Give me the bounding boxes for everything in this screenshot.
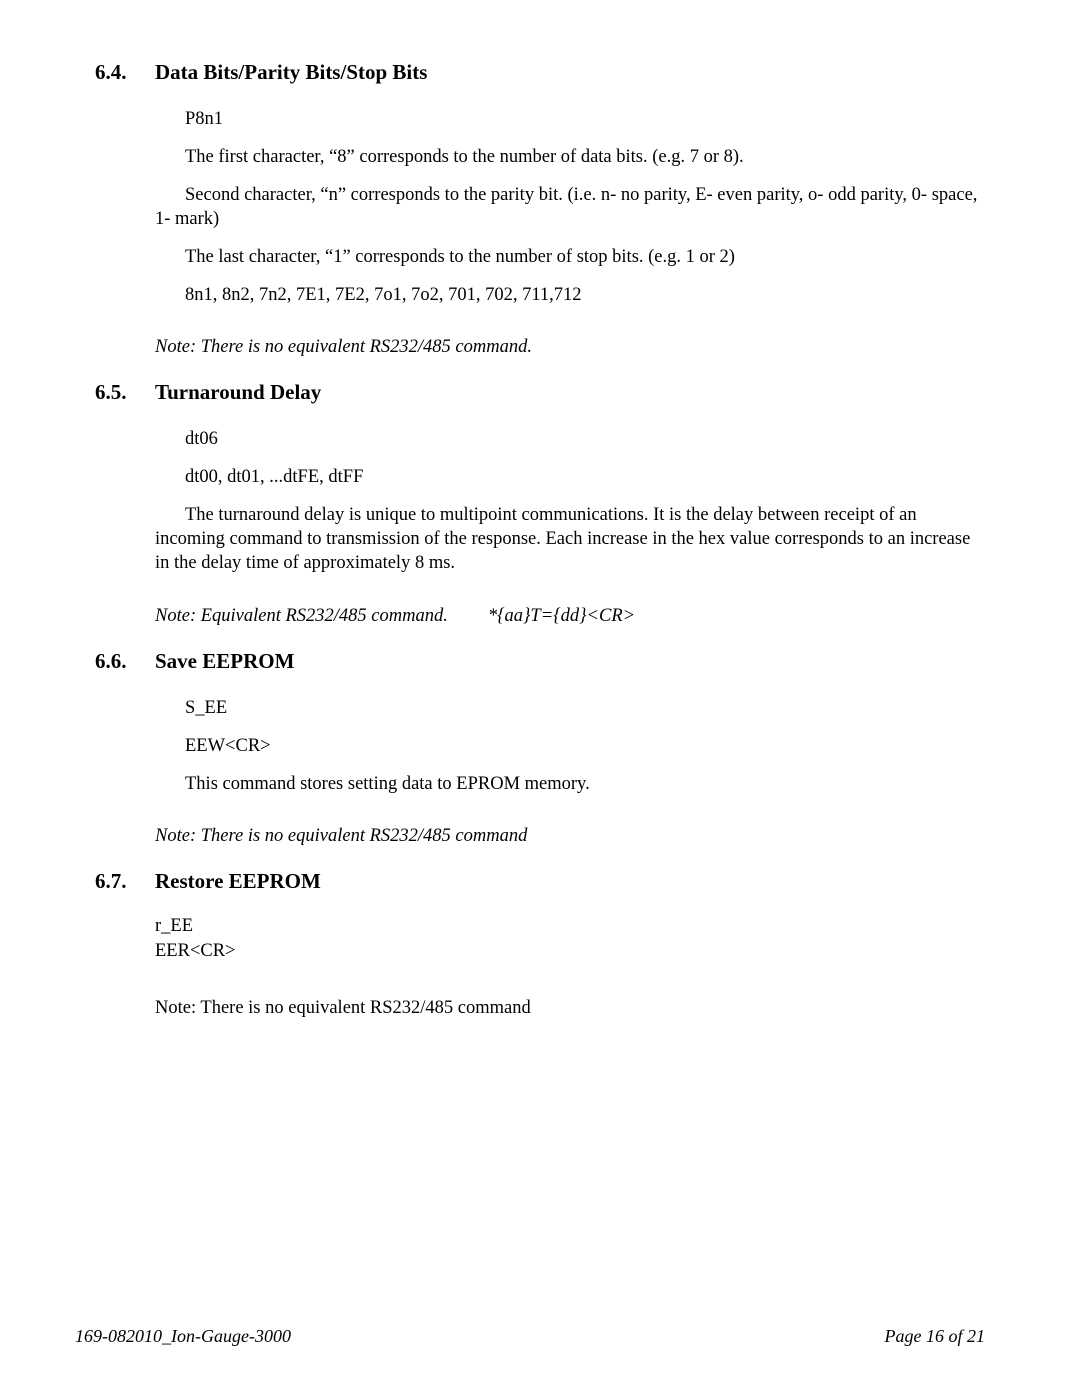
note-command: *{aa}T={dd}<CR>	[488, 606, 635, 627]
section-heading: 6.5. Turnaround Delay	[95, 380, 985, 405]
section-content: P8n1 The first character, “8” correspond…	[155, 107, 985, 307]
section-number: 6.7.	[95, 869, 155, 894]
section-title: Save EEPROM	[155, 649, 294, 674]
footer-doc-id: 169-082010_Ion-Gauge-3000	[75, 1326, 291, 1347]
note: Note: There is no equivalent RS232/485 c…	[155, 337, 985, 358]
paragraph: EER<CR>	[155, 941, 985, 962]
section-number: 6.5.	[95, 380, 155, 405]
paragraph: P8n1	[155, 107, 985, 131]
paragraph: This command stores setting data to EPRO…	[155, 772, 985, 796]
section-6-6: 6.6. Save EEPROM S_EE EEW<CR> This comma…	[95, 649, 985, 847]
paragraph: The last character, “1” corresponds to t…	[155, 245, 985, 269]
section-number: 6.4.	[95, 60, 155, 85]
section-content: dt06 dt00, dt01, ...dtFE, dtFF The turna…	[155, 427, 985, 575]
note: Note: There is no equivalent RS232/485 c…	[155, 826, 985, 847]
paragraph-text: The turnaround delay is unique to multip…	[155, 505, 970, 573]
section-title: Turnaround Delay	[155, 380, 321, 405]
section-heading: 6.7. Restore EEPROM	[95, 869, 985, 894]
paragraph: dt06	[155, 427, 985, 451]
note-label: Note: Equivalent RS232/485 command.	[155, 606, 448, 627]
paragraph-text: Second character, “n” corresponds to the…	[155, 185, 977, 229]
section-heading: 6.4. Data Bits/Parity Bits/Stop Bits	[95, 60, 985, 85]
footer-page-number: Page 16 of 21	[885, 1326, 986, 1347]
note: Note: Equivalent RS232/485 command. *{aa…	[155, 606, 985, 627]
section-title: Data Bits/Parity Bits/Stop Bits	[155, 60, 427, 85]
paragraph: dt00, dt01, ...dtFE, dtFF	[155, 465, 985, 489]
section-title: Restore EEPROM	[155, 869, 321, 894]
section-content: S_EE EEW<CR> This command stores setting…	[155, 696, 985, 796]
page-footer: 169-082010_Ion-Gauge-3000 Page 16 of 21	[75, 1326, 985, 1347]
paragraph: The turnaround delay is unique to multip…	[155, 503, 985, 575]
paragraph: EEW<CR>	[155, 734, 985, 758]
paragraph: The first character, “8” corresponds to …	[155, 145, 985, 169]
section-heading: 6.6. Save EEPROM	[95, 649, 985, 674]
paragraph: S_EE	[155, 696, 985, 720]
section-number: 6.6.	[95, 649, 155, 674]
note: Note: There is no equivalent RS232/485 c…	[155, 998, 985, 1019]
section-6-7: 6.7. Restore EEPROM r_EE EER<CR> Note: T…	[95, 869, 985, 1019]
section-6-5: 6.5. Turnaround Delay dt06 dt00, dt01, .…	[95, 380, 985, 626]
paragraph: 8n1, 8n2, 7n2, 7E1, 7E2, 7o1, 7o2, 701, …	[155, 283, 985, 307]
paragraph: Second character, “n” corresponds to the…	[155, 183, 985, 231]
section-6-4: 6.4. Data Bits/Parity Bits/Stop Bits P8n…	[95, 60, 985, 358]
paragraph: r_EE	[155, 916, 985, 937]
